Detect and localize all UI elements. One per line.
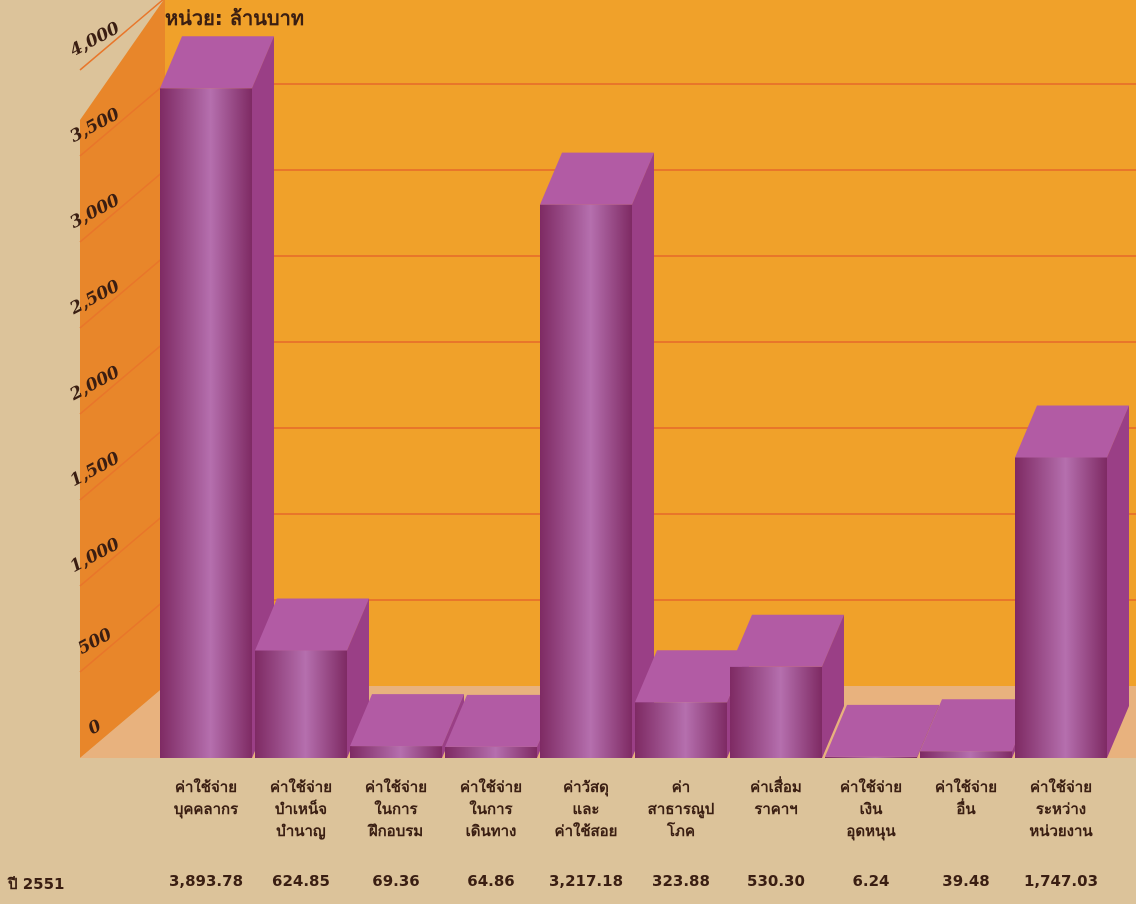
- bar-front: [920, 751, 1012, 758]
- bar: [825, 704, 939, 758]
- bar: [730, 614, 844, 758]
- gridline-side: [79, 599, 166, 673]
- bar: [1015, 405, 1129, 758]
- y-tick-label: 4,000: [67, 18, 124, 61]
- value-label: 6.24: [852, 872, 890, 890]
- category-label: ค่าใช้จ่าย ในการ เดินทาง: [460, 778, 522, 840]
- value-label: 39.48: [942, 872, 990, 890]
- gridline-side: [79, 169, 166, 243]
- bar-top: [1015, 405, 1129, 458]
- bar-top: [540, 152, 654, 205]
- category-label: ค่าใช้จ่าย ในการ ฝึกอบรม: [365, 778, 427, 840]
- bar-side: [632, 152, 654, 759]
- bar-top: [635, 650, 749, 703]
- bar-front: [635, 702, 727, 758]
- gridline-side: [79, 427, 166, 501]
- bar-front: [350, 746, 442, 758]
- bar-side: [1107, 405, 1129, 758]
- bar: [160, 36, 274, 759]
- value-label: 3,217.18: [548, 872, 624, 890]
- value-label: 624.85: [272, 872, 330, 890]
- value-label: 1,747.03: [1023, 872, 1099, 890]
- bar-top: [255, 598, 369, 651]
- gridline-side: [79, 513, 166, 587]
- value-label: 69.36: [372, 872, 420, 890]
- gridline-side: [79, 83, 166, 157]
- bar-front: [825, 756, 917, 758]
- bar: [255, 598, 369, 758]
- bar-front: [445, 746, 537, 758]
- value-label: 64.86: [467, 872, 515, 890]
- bar-front: [1015, 457, 1107, 758]
- bars: [160, 36, 1129, 759]
- category-label: ค่าใช้จ่าย เงิน อุดหนุน: [840, 778, 902, 840]
- gridline-side: [79, 341, 166, 415]
- bar-top: [445, 694, 559, 747]
- unit-label: หน่วย: ล้านบาท: [165, 6, 305, 30]
- category-label: ค่าใช้จ่าย บำเหน็จ บำนาญ: [270, 778, 332, 840]
- bar-side: [252, 36, 274, 759]
- category-label: ค่าใช้จ่าย อื่น: [935, 778, 997, 818]
- category-label: ค่า สาธารณูป โภค: [647, 778, 715, 840]
- category-label: ค่าเสื่อม ราคาฯ: [750, 778, 802, 818]
- bar-top: [730, 614, 844, 667]
- bar-front: [540, 204, 632, 759]
- bar-front: [160, 88, 252, 758]
- value-label: 530.30: [747, 872, 805, 890]
- year-label: ปี 2551: [8, 875, 65, 893]
- bar-front: [255, 650, 347, 758]
- bar-side: [917, 704, 939, 758]
- gridline-side: [79, 0, 164, 71]
- value-label: 323.88: [652, 872, 710, 890]
- category-label: ค่าใช้จ่าย ระหว่าง หน่วยงาน: [1029, 778, 1093, 840]
- gridline-side: [79, 255, 166, 329]
- bar-front: [730, 666, 822, 758]
- bar-side: [822, 614, 844, 758]
- bar-top: [350, 694, 464, 747]
- value-label: 3,893.78: [168, 872, 244, 890]
- bar-top: [920, 699, 1034, 752]
- bar: [540, 152, 654, 759]
- category-label: ค่าใช้จ่าย บุคคลากร: [173, 778, 239, 818]
- bar-top: [160, 36, 274, 89]
- category-label: ค่าวัสดุ และ ค่าใช้สอย: [554, 778, 618, 840]
- bar: [635, 650, 749, 758]
- bar-top: [825, 704, 939, 757]
